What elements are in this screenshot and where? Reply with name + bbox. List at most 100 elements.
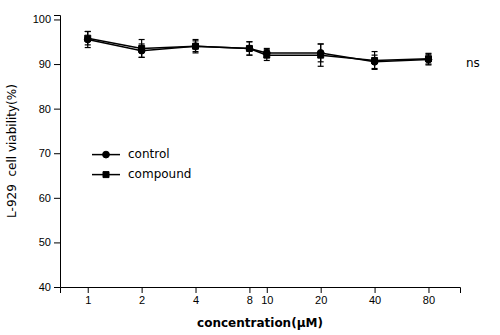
x-tick-label: 8 — [247, 294, 253, 306]
error-bar — [264, 48, 270, 57]
point — [193, 43, 199, 49]
x-axis: 1 2 4 8 10 20 40 80 — [61, 287, 461, 306]
legend-label: control — [128, 147, 170, 161]
error-bar-cap — [85, 47, 91, 48]
error-bar-cap — [85, 31, 91, 32]
error-bar-cap — [264, 48, 270, 49]
x-tick-mark — [196, 287, 197, 293]
y-tick-label: 50 — [39, 236, 51, 248]
series — [85, 31, 432, 69]
error-bar — [246, 42, 252, 55]
error-bar-cap — [318, 43, 324, 44]
legend-marker — [103, 172, 109, 178]
error-bar-cap — [318, 66, 324, 67]
error-bar-cap — [193, 52, 199, 53]
error-bar-cap — [85, 31, 91, 32]
point — [425, 56, 431, 62]
error-bar-cap — [264, 60, 270, 61]
error-bar — [372, 52, 378, 70]
error-bar-cap — [246, 41, 252, 42]
error-bar-cap — [85, 44, 91, 45]
y-axis-title: L-929 cell viability(%) — [5, 84, 19, 218]
y-tick: 60 — [39, 192, 60, 204]
point — [139, 45, 145, 51]
x-tick: 2 — [139, 287, 145, 306]
point — [85, 35, 91, 41]
y-tick-mark — [54, 287, 60, 288]
x-tick: 20 — [315, 287, 327, 306]
legend-label: compound — [128, 167, 191, 181]
point — [264, 52, 270, 58]
series — [84, 31, 432, 68]
x-tick-label: 1 — [85, 294, 91, 306]
error-bar-cap — [193, 39, 199, 40]
error-bar — [246, 42, 252, 55]
x-tick-mark — [428, 287, 429, 293]
x-axis-title: concentration(μM) — [197, 316, 323, 330]
y-tick-label: 80 — [39, 103, 51, 115]
error-bar — [318, 44, 324, 66]
legend-item: compound — [92, 167, 191, 181]
y-tick-mark — [54, 198, 60, 199]
x-tick-label: 20 — [315, 294, 327, 306]
error-bar-cap — [246, 55, 252, 56]
error-bar-cap — [425, 64, 431, 65]
y-tick-label: 40 — [39, 281, 51, 293]
plot: 1 2 4 8 10 20 40 80 40 50 60 70 80 90 100 — [33, 13, 461, 305]
x-tick-mark — [142, 287, 143, 293]
error-bar-cap — [425, 53, 431, 54]
x-tick-label: 10 — [261, 294, 273, 306]
error-bar-cap — [139, 39, 145, 40]
x-tick: 4 — [193, 287, 199, 306]
error-bar-cap — [372, 51, 378, 52]
annotation: ns — [466, 56, 480, 70]
error-bar — [139, 40, 145, 58]
legend-marker — [103, 151, 110, 158]
error-bar-cap — [139, 57, 145, 58]
y-tick-mark — [54, 109, 60, 110]
error-bar — [85, 31, 91, 44]
error-bar-cap — [425, 63, 431, 64]
error-bar-cap — [246, 41, 252, 42]
error-bar — [425, 54, 431, 65]
y-tick-mark — [54, 19, 60, 20]
y-tick: 70 — [39, 147, 60, 159]
x-tick-label: 4 — [193, 294, 199, 306]
x-tick-mark — [249, 287, 250, 293]
error-bar — [264, 50, 270, 61]
y-axis-line — [54, 16, 61, 288]
point — [425, 56, 432, 63]
data-area — [84, 31, 432, 69]
y-tick-mark — [54, 64, 60, 65]
y-tick-label: 90 — [39, 58, 51, 70]
y-tick-label: 60 — [39, 192, 51, 204]
x-tick: 1 — [85, 287, 91, 306]
chart: 1 2 4 8 10 20 40 80 40 50 60 70 80 90 100 concentration… — [0, 0, 500, 335]
x-tick-mark — [375, 287, 376, 293]
point — [318, 52, 324, 58]
y-axis: 40 50 60 70 80 90 100 — [33, 13, 61, 293]
error-bar-cap — [246, 55, 252, 56]
x-tick: 80 — [423, 287, 435, 306]
x-tick-label: 2 — [139, 294, 145, 306]
point — [246, 45, 252, 51]
x-axis-line — [61, 288, 461, 294]
y-tick: 80 — [39, 103, 60, 115]
y-tick: 100 — [33, 13, 60, 25]
error-bar — [85, 31, 91, 47]
error-bar — [425, 53, 431, 64]
x-tick-mark — [321, 287, 322, 293]
x-tick: 40 — [369, 287, 381, 306]
legend: control compound — [92, 147, 191, 181]
x-tick-mark — [88, 287, 89, 293]
x-tick-label: 80 — [423, 294, 435, 306]
error-bar-cap — [264, 49, 270, 50]
x-tick: 8 — [247, 287, 253, 306]
x-tick-label: 40 — [369, 294, 381, 306]
point — [192, 43, 199, 50]
error-bar-cap — [318, 43, 324, 44]
y-tick: 50 — [39, 236, 60, 248]
y-tick: 90 — [39, 58, 60, 70]
y-tick-label: 100 — [33, 13, 51, 25]
y-tick-mark — [54, 242, 60, 243]
